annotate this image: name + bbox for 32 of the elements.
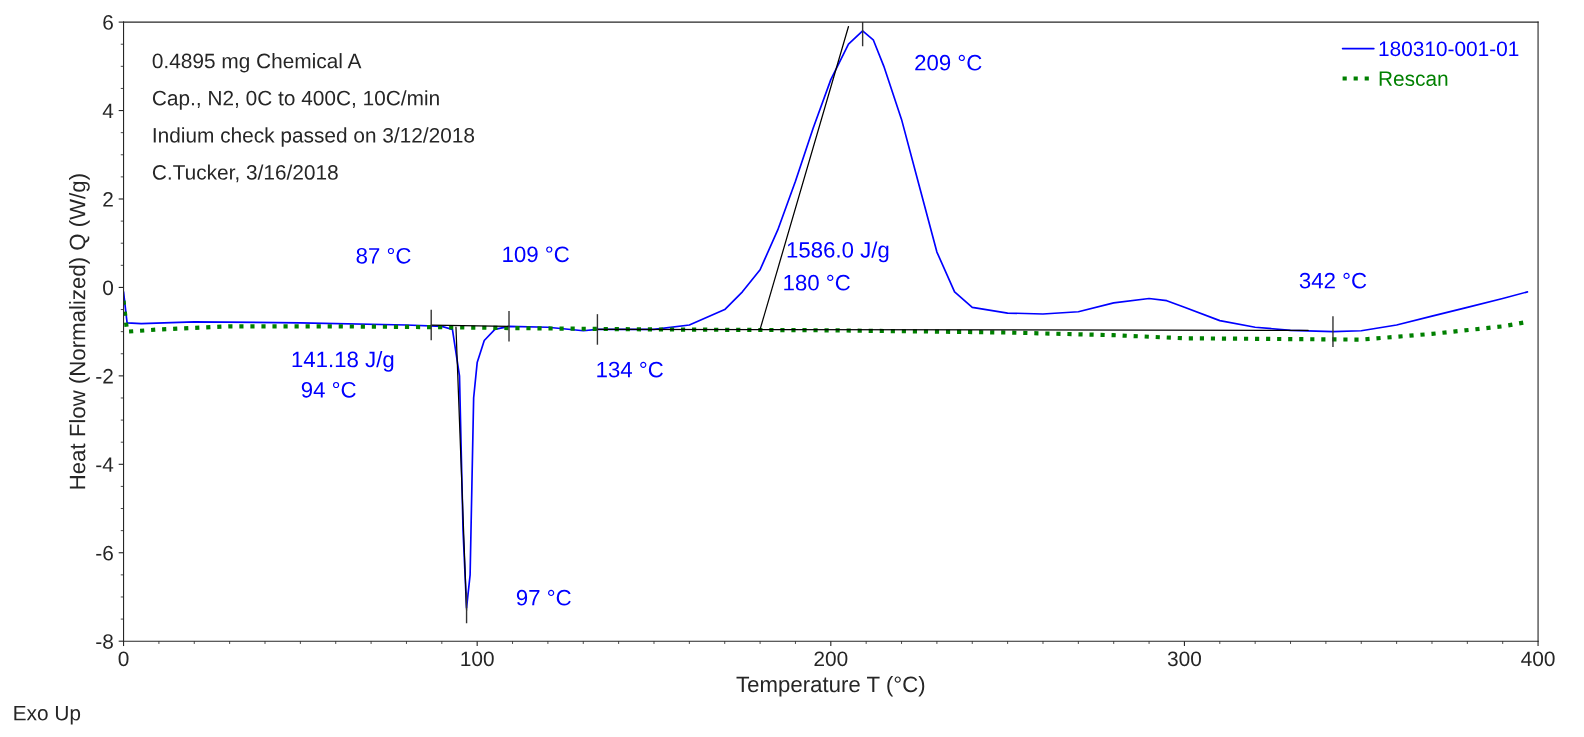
x-axis-title: Temperature T (°C) [736,675,925,697]
annotation: 0.4895 mg Chemical A [152,53,362,73]
y-tick-label: 4 [102,103,114,119]
y-axis-title: Heat Flow (Normalized) Q (W/g) [69,174,90,489]
annotation: 209 °C [915,54,982,71]
x-tick-label: 300 [1167,651,1201,667]
annotation: Indium check passed on 3/12/2018 [153,127,475,147]
text: Exo Up [14,705,81,725]
y-tick-label: 6 [103,15,113,30]
annotation: 134 °C [597,361,663,378]
annotation: 109 °C [503,246,569,263]
annotation: Cap., N2, 0C to 400C, 10C/min [152,90,439,110]
y-tick-label: -8 [96,634,113,649]
x-tick-label: 400 [1521,651,1555,667]
y-tick-label: -2 [96,368,113,384]
legend-label: 180310-001-01 [1379,41,1519,57]
annotation: 87 °C [356,247,411,264]
annotation: 1586.0 J/g [787,241,889,263]
y-tick-label: 0 [103,280,114,296]
x-tick-label: 200 [814,651,848,667]
annotation: 97 °C [516,589,571,606]
y-tick-label: 2 [103,191,113,207]
annotation: 180 °C [784,274,850,291]
legend-label: Rescan [1379,71,1448,86]
y-tick-label: -4 [96,457,114,472]
annotation: 141.18 J/g [292,351,394,372]
x-tick-label: 0 [118,651,129,667]
y-tick-label: -6 [96,545,113,561]
annotation: C.Tucker, 3/16/2018 [152,164,338,183]
x-tick-label: 100 [461,651,494,667]
annotation: 342 °C [1299,272,1367,289]
annotation: 94 °C [301,381,356,398]
